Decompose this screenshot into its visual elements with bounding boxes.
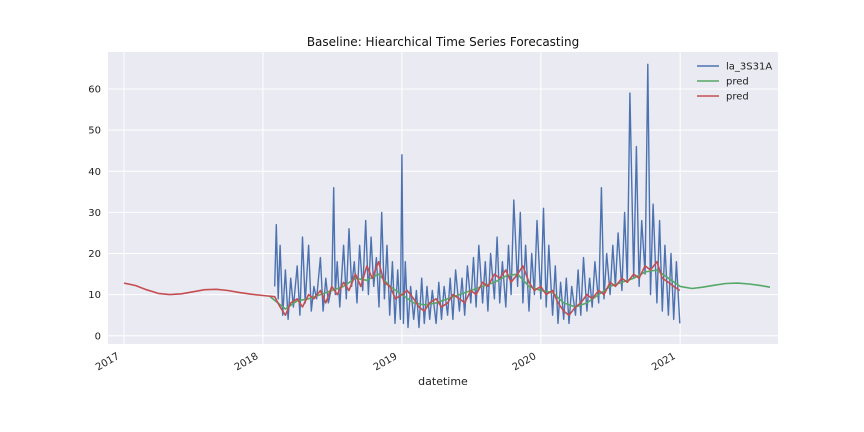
y-tick-label: 60 — [88, 85, 101, 96]
legend-label: la_3S31A — [726, 62, 772, 73]
grid-lines — [108, 52, 778, 344]
series-line-pred-red — [123, 260, 681, 317]
y-tick-label: 0 — [95, 331, 101, 342]
y-tick-label: 10 — [88, 290, 101, 301]
x-axis-label: datetime — [418, 375, 468, 388]
y-tick-label: 40 — [88, 167, 101, 178]
legend-label: pred — [726, 77, 749, 88]
chart-title: Baseline: Hiearchical Time Series Foreca… — [307, 35, 579, 49]
y-tick-label: 30 — [88, 208, 101, 219]
y-tick-label: 50 — [88, 126, 101, 137]
legend-label: pred — [726, 92, 749, 103]
series-layer — [123, 63, 771, 329]
y-tick-label: 20 — [88, 249, 101, 260]
